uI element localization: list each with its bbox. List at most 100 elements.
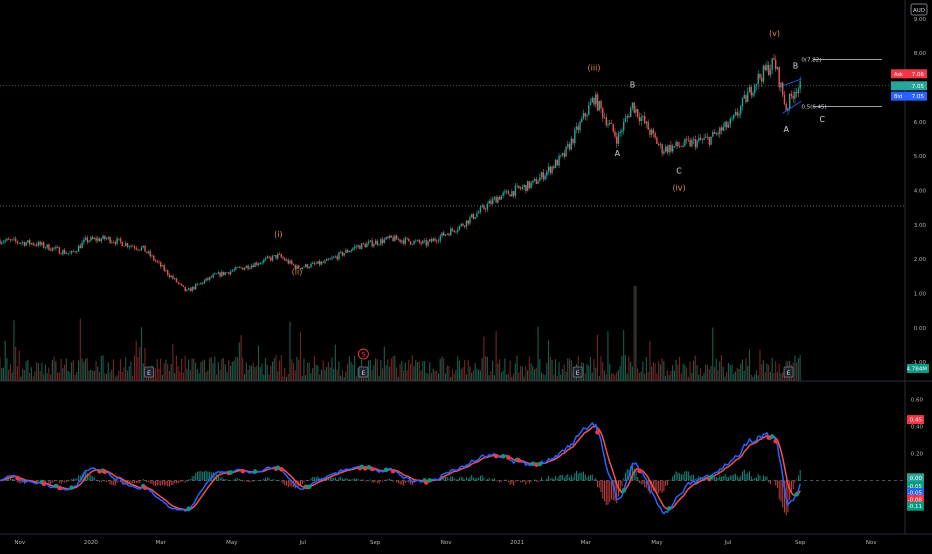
histogram-bar <box>560 474 562 481</box>
candle-body <box>219 272 221 277</box>
candle-body <box>733 114 735 119</box>
histogram-bar <box>300 480 302 487</box>
volume-bar <box>516 355 518 381</box>
candle-body <box>630 108 632 118</box>
volume-bar <box>768 364 770 381</box>
volume-bar <box>513 373 515 381</box>
histogram-bar <box>605 480 607 506</box>
candle-body <box>467 220 469 224</box>
volume-bar <box>118 370 120 381</box>
volume-bar <box>189 370 191 381</box>
volume-bar <box>329 367 331 381</box>
histogram-bar <box>469 476 471 481</box>
volume-bar <box>782 372 784 381</box>
volume-bar <box>769 371 771 381</box>
volume-bar <box>334 344 336 381</box>
volume-bar <box>4 340 6 381</box>
histogram-bar <box>221 477 223 481</box>
candle-body <box>533 178 536 181</box>
candle-body <box>254 262 256 268</box>
candle-body <box>184 286 186 292</box>
volume-bar <box>123 367 125 381</box>
volume-bar <box>306 362 308 381</box>
volume-bar <box>713 366 716 381</box>
histogram-bar <box>86 473 88 481</box>
candle-body <box>570 138 573 150</box>
candle-body <box>369 240 372 242</box>
volume-bar <box>375 358 377 381</box>
time-tick-label: Sep <box>795 540 806 546</box>
histogram-bar <box>53 480 55 482</box>
candle-body <box>287 259 289 264</box>
histogram-bar <box>114 480 116 486</box>
histogram-bar <box>624 472 626 481</box>
volume-bar <box>677 364 679 381</box>
wave-label: (iv) <box>672 184 685 193</box>
candle-body <box>523 185 525 187</box>
time-axis[interactable]: Nov 2020 Mar May Jul Sep Nov 2021 Mar May Jul Sep No… <box>14 540 877 546</box>
volume-bar <box>614 374 616 381</box>
candle-body <box>125 243 127 247</box>
volume-bar <box>797 358 799 381</box>
volume-bar <box>350 362 352 381</box>
volume-bar <box>104 373 106 381</box>
crossover-dot <box>102 469 108 475</box>
candle-body <box>530 182 532 188</box>
volume-bar <box>451 368 453 381</box>
volume-bar <box>102 355 104 381</box>
candle-body <box>443 232 445 236</box>
currency-badge[interactable]: AUD <box>913 8 925 14</box>
candle-body <box>324 260 326 263</box>
volume-bar <box>693 360 695 381</box>
histogram-bar <box>602 480 604 499</box>
histogram-bar <box>240 479 242 481</box>
volume-bar <box>210 356 212 381</box>
candle-body <box>140 247 143 251</box>
candle-body <box>689 139 691 147</box>
volume-bar <box>726 371 728 381</box>
candle-body <box>13 238 15 240</box>
volume-bar <box>616 372 618 381</box>
crossover-dot <box>142 485 148 490</box>
candle-body <box>210 276 213 278</box>
candle-body <box>469 217 471 224</box>
price-tick-label: 9.00 <box>914 17 927 23</box>
price-label-value: 7.05 <box>912 94 925 100</box>
volume-bar <box>701 375 703 381</box>
volume-bar <box>474 363 476 381</box>
volume-bar <box>326 366 328 381</box>
candle-body <box>727 124 730 128</box>
volume-bar <box>757 375 759 381</box>
histogram-bar <box>345 477 347 481</box>
volume-bar <box>249 365 251 381</box>
histogram-bar <box>549 478 551 481</box>
histogram-bar <box>635 470 637 481</box>
histogram-bar <box>51 480 53 483</box>
volume-bar <box>341 369 343 381</box>
histogram-bar <box>334 477 336 481</box>
candle-body <box>691 140 693 147</box>
histogram-bar <box>773 479 775 481</box>
histogram-bar <box>151 480 153 484</box>
volume-bar <box>165 359 167 381</box>
volume-bar <box>331 357 333 381</box>
volume-bar <box>139 347 141 381</box>
oscillator-label-box <box>907 501 924 511</box>
histogram-bar <box>558 475 560 481</box>
candle-body <box>514 186 517 196</box>
candle-body <box>177 282 179 284</box>
candle-body <box>55 247 57 249</box>
candle-body <box>104 235 106 240</box>
volume-bar <box>549 356 551 381</box>
volume-bar <box>177 366 179 381</box>
histogram-bar <box>483 477 485 481</box>
histogram-bar <box>593 479 595 481</box>
wave-label: B <box>793 62 799 71</box>
currency-badge-box[interactable] <box>910 3 928 16</box>
candle-body <box>540 172 543 178</box>
histogram-bar <box>764 476 766 481</box>
histogram-bar <box>686 470 688 481</box>
volume-bar <box>554 359 557 381</box>
histogram-bar <box>317 476 319 481</box>
volume-bar <box>263 374 265 381</box>
